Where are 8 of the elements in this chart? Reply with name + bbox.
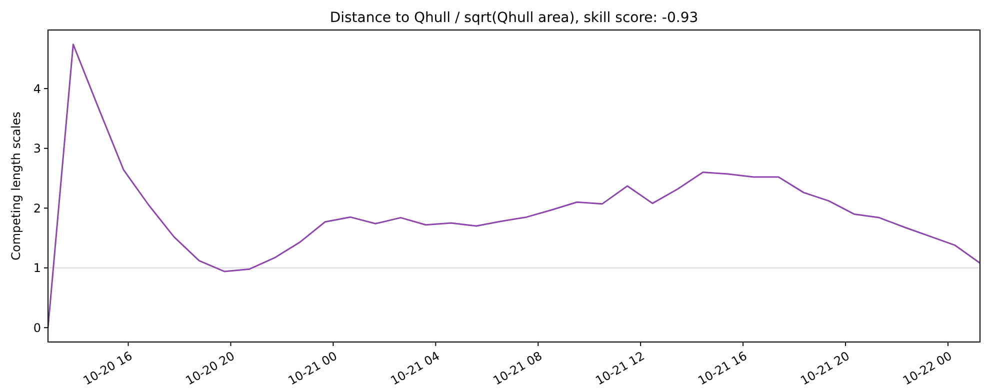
y-axis-title: Competing length scales: [9, 112, 23, 260]
y-tick-label: 0: [33, 320, 41, 335]
chart-title: Distance to Qhull / sqrt(Qhull area), skill score: -0.93: [330, 10, 698, 26]
y-tick-label: 4: [33, 82, 41, 96]
y-tick-label: 3: [33, 142, 41, 156]
y-tick-label: 2: [33, 201, 41, 216]
y-tick-label: 1: [33, 261, 41, 276]
line-series: [48, 44, 980, 328]
